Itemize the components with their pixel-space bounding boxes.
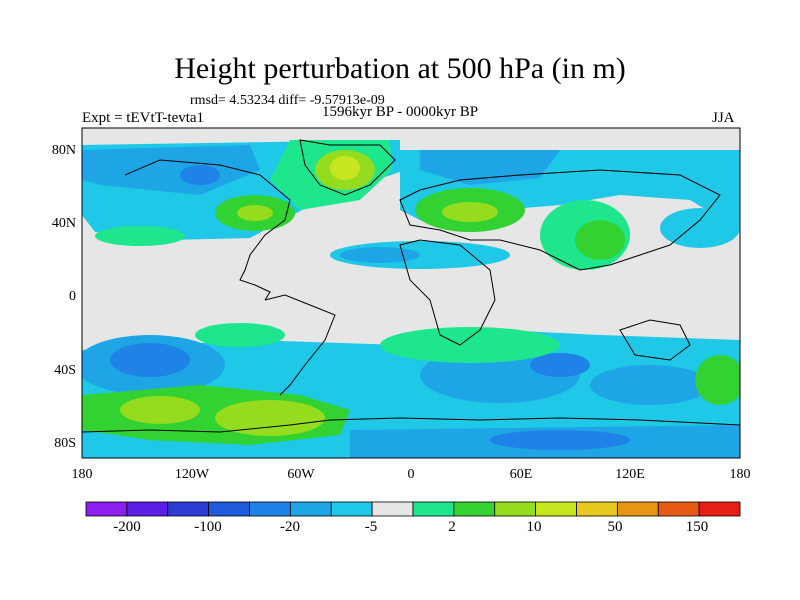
colorbar-swatch-7: [371, 501, 414, 517]
contour-yellow-greenland: [330, 156, 360, 180]
map-title: Height perturbation at 500 hPa (in m): [174, 52, 626, 85]
period-label: 1596kyr BP - 0000kyr BP: [322, 104, 479, 120]
colorbar-label-neg100: -100: [194, 519, 222, 535]
coastline-eurasia: [399, 169, 721, 271]
contour-lime-europe: [442, 202, 498, 222]
y-tick-40s: 40S: [54, 363, 76, 378]
contour-darkblue-south-pacific: [110, 343, 190, 377]
colorbar-swatch-11: [535, 501, 577, 517]
contour-lime-atlantic: [237, 205, 273, 221]
colorbar-swatch-6: [330, 501, 373, 517]
x-tick-180w: 180: [72, 467, 93, 482]
contour-blue-arctic-canada: [82, 145, 260, 195]
coastline-north-america: [124, 159, 291, 301]
contour-field: [82, 128, 740, 458]
x-tick-60w: 60W: [287, 467, 315, 482]
coastline-south-america: [264, 294, 336, 396]
colorbar-swatch-14: [657, 501, 700, 517]
colorbar-swatch-10: [494, 501, 537, 517]
colorbar-swatch-2: [167, 501, 210, 517]
x-tick-120e: 120E: [615, 467, 645, 482]
colorbar-swatch-13: [616, 501, 659, 517]
y-tick-0: 0: [69, 289, 76, 304]
colorbar-swatch-15: [698, 501, 741, 517]
contour-blue-australia-south: [590, 365, 710, 405]
x-tick-120w: 120W: [175, 467, 210, 482]
experiment-label: Expt = tEVtT-tevta1: [82, 110, 205, 126]
colorbar-swatch-1: [126, 501, 169, 517]
colorbar-label-10: 10: [527, 519, 542, 535]
coastline-africa: [399, 239, 496, 346]
y-axis: 80N 40N 0 40S 80S: [52, 143, 76, 451]
colorbar-swatch-5: [289, 501, 332, 517]
x-tick-0: 0: [408, 467, 415, 482]
contour-darkblue-canada: [180, 165, 220, 185]
colorbar-swatch-4: [249, 501, 291, 517]
colorbar-swatch-3: [208, 501, 250, 517]
season-label: JJA: [712, 110, 735, 126]
x-axis: 180 120W 60W 0 60E 120E 180: [72, 467, 751, 482]
colorbar-label-neg5: -5: [365, 519, 378, 535]
contour-lime-south-pacific-west: [120, 396, 200, 424]
colorbar-label-neg20: -20: [280, 519, 300, 535]
colorbar-label-2: 2: [448, 519, 456, 535]
coastline-antarctica: [82, 417, 740, 433]
contour-green-south-atlantic: [380, 327, 560, 363]
plot-frame: [81, 127, 741, 459]
colorbar-swatch-8: [412, 501, 455, 517]
contour-lime-southern-pacific: [215, 400, 325, 436]
contour-blue-arctic-eurasia: [420, 150, 560, 185]
colorbar-label-neg200: -200: [113, 519, 141, 535]
contour-darkblue-antarctic: [490, 430, 630, 450]
contour-blue-north-africa: [340, 247, 420, 263]
colorbar-swatch-9: [453, 501, 496, 517]
contour-darkblue-south-indian: [530, 353, 590, 377]
coastline-australia: [619, 319, 691, 361]
contour-green-chile: [195, 323, 285, 347]
colorbar-label-50: 50: [608, 519, 623, 535]
colorbar-swatch-0: [85, 501, 128, 517]
x-tick-180e: 180: [730, 467, 751, 482]
contour-cyan-north-pacific: [660, 208, 740, 248]
colorbar-labels: -200 -100 -20 -5 2 10 50 150: [113, 519, 708, 535]
y-tick-40n: 40N: [52, 216, 76, 231]
colorbar: [85, 501, 741, 517]
statistics-text: rmsd= 4.53234 diff= -9.57913e-09: [190, 93, 385, 108]
contour-green-pacific-north: [95, 226, 185, 246]
x-tick-60e: 60E: [510, 467, 533, 482]
y-tick-80s: 80S: [54, 436, 76, 451]
contour-darkgreen-asia: [575, 220, 625, 260]
colorbar-label-150: 150: [686, 519, 709, 535]
contour-green-new-zealand: [695, 355, 740, 405]
coastlines: [82, 139, 740, 433]
coastline-greenland: [299, 139, 396, 196]
y-tick-80n: 80N: [52, 143, 76, 158]
colorbar-swatch-12: [576, 501, 618, 517]
